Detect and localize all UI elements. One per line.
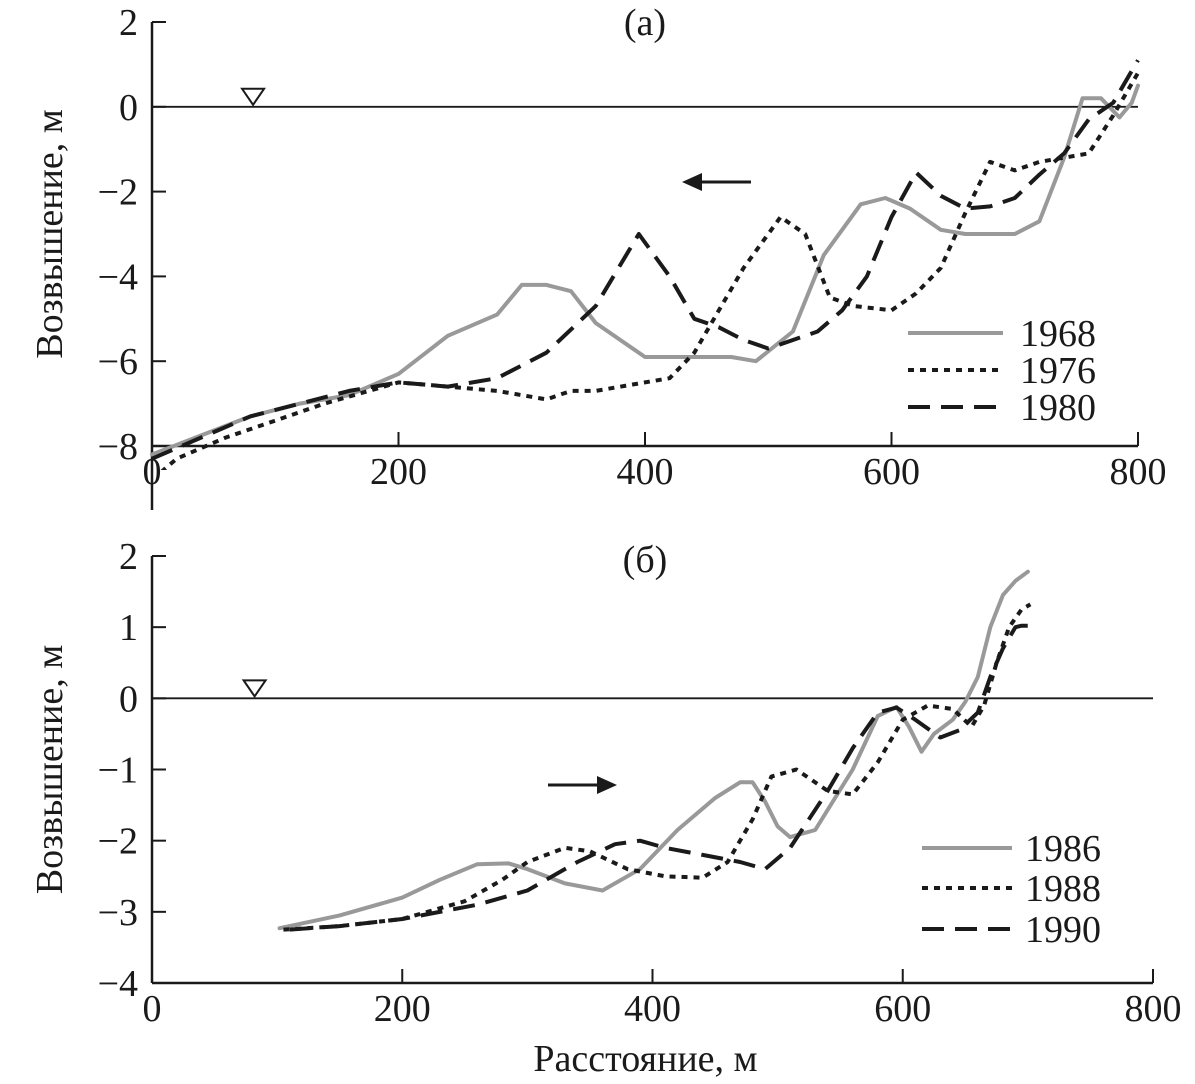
x-axis-label: Расстояние, м	[533, 1038, 757, 1080]
legend-label-1988: 1988	[1025, 868, 1101, 910]
y-tick-label: 0	[119, 678, 138, 720]
direction-arrow-head	[597, 776, 617, 794]
x-tick-label: 800	[1125, 988, 1182, 1030]
legend-label-1976: 1976	[1020, 350, 1096, 392]
y-tick-label: −2	[98, 172, 138, 214]
legend-label-1980: 1980	[1020, 387, 1096, 429]
water-level-marker	[240, 87, 266, 107]
y-tick-label: −4	[98, 963, 138, 1005]
water-level-marker	[241, 679, 268, 699]
series-line-1980	[151, 59, 1140, 461]
y-tick-label: −1	[98, 750, 138, 792]
y-axis-label: Возвышение, м	[29, 109, 71, 359]
series-group	[277, 569, 1035, 932]
x-tick-label: 0	[143, 451, 162, 493]
series-line-1988	[283, 602, 1032, 932]
y-tick-label: 0	[119, 87, 138, 129]
series-line-1986	[277, 569, 1030, 931]
legend-label-1968: 1968	[1020, 313, 1096, 355]
x-tick-label: 600	[863, 451, 920, 493]
panel-label: (б)	[623, 539, 668, 581]
x-tick-label: 400	[624, 988, 681, 1030]
y-tick-label: −2	[98, 821, 138, 863]
x-tick-label: 200	[374, 988, 431, 1030]
series-line-1968	[150, 83, 1140, 457]
x-tick-label: 0	[143, 988, 162, 1030]
x-tick-label: 800	[1110, 451, 1167, 493]
series-line-1976	[160, 71, 1140, 470]
x-tick-label: 400	[617, 451, 674, 493]
y-tick-label: −3	[98, 892, 138, 934]
x-tick-label: 200	[370, 451, 427, 493]
y-tick-label: 1	[119, 607, 138, 649]
y-tick-label: −6	[98, 341, 138, 383]
legend-label-1986: 1986	[1025, 828, 1101, 870]
y-tick-label: −8	[98, 426, 138, 468]
y-tick-label: −4	[98, 256, 138, 298]
direction-arrow-head	[682, 173, 702, 191]
y-tick-label: 2	[119, 536, 138, 578]
y-axis-label: Возвышение, м	[29, 645, 71, 895]
y-tick-label: 2	[119, 2, 138, 44]
series-line-1990	[289, 623, 1035, 932]
panel-label: (а)	[624, 2, 666, 44]
legend-label-1990: 1990	[1025, 909, 1101, 951]
x-tick-label: 600	[874, 988, 931, 1030]
series-group	[150, 59, 1140, 470]
